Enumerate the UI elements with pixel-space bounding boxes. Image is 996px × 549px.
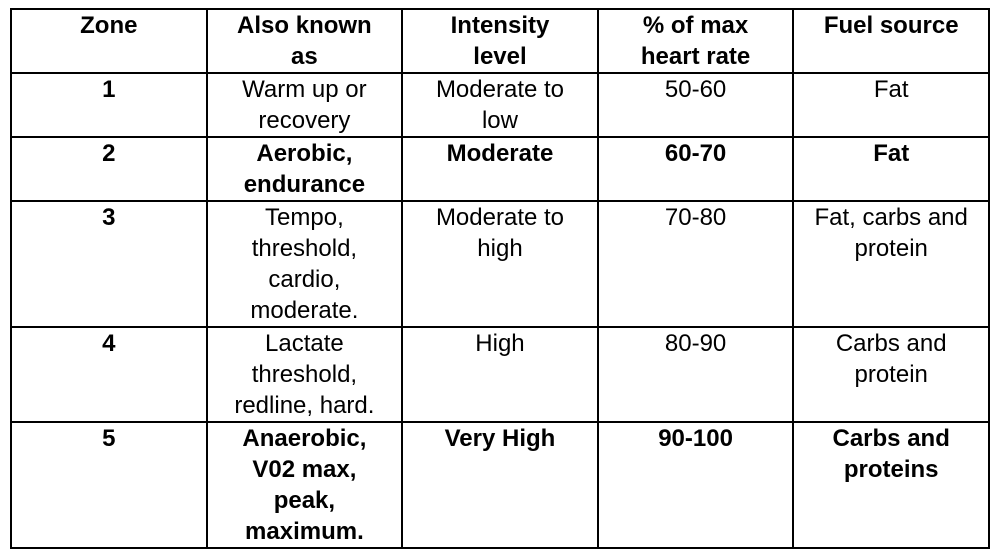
- table-cell: High: [401, 326, 599, 423]
- table-cell: Warm up or recovery: [205, 72, 404, 138]
- header-cell: % of max heart rate: [596, 8, 795, 74]
- table-cell: 60-70: [596, 136, 795, 202]
- table-cell: 50-60: [596, 72, 795, 138]
- table-cell: 70-80: [596, 200, 795, 328]
- table-row: 2 Aerobic, endurance Moderate 60-70 Fat: [10, 136, 990, 202]
- header-row: Zone Also known as Intensity level% of max…: [10, 8, 990, 74]
- table-cell: 4: [10, 326, 208, 423]
- table-cell: Moderate to low: [401, 72, 599, 138]
- header-cell: Also known as: [205, 8, 404, 74]
- table-cell: Fat, carbs and protein: [792, 200, 990, 328]
- table-cell: 1: [10, 72, 208, 138]
- table-cell: Carbs and protein: [792, 326, 990, 423]
- table-cell: Carbs and proteins: [792, 421, 990, 549]
- table-cell: 80-90: [596, 326, 795, 423]
- table-row: 4 Lactate threshold, redline, hard. High 80…: [10, 326, 990, 423]
- table-cell: 3: [10, 200, 208, 328]
- table-cell: Aerobic, endurance: [205, 136, 404, 202]
- table-row: 3 Tempo, threshold, cardio, moderate. Mode…: [10, 200, 990, 328]
- table-head: Zone Also known as Intensity level% of max…: [10, 8, 990, 74]
- header-cell: Fuel source: [792, 8, 990, 74]
- table-row: 1 Warm up or recovery Moderate to low 50-60…: [10, 72, 990, 138]
- table-cell: Fat: [792, 136, 990, 202]
- table-cell: Very High: [401, 421, 599, 549]
- table-cell: 90-100: [596, 421, 795, 549]
- table-cell: 5: [10, 421, 208, 549]
- table-cell: Anaerobic, V02 max, peak, maximum.: [205, 421, 404, 549]
- table-body: 1 Warm up or recovery Moderate to low 50-60…: [10, 72, 990, 549]
- table-cell: Moderate: [401, 136, 599, 202]
- table-cell: Lactate threshold, redline, hard.: [205, 326, 404, 423]
- header-cell: Zone: [10, 8, 208, 74]
- table-cell: Tempo, threshold, cardio, moderate.: [205, 200, 404, 328]
- table-cell: Moderate to high: [401, 200, 599, 328]
- header-cell: Intensity level: [401, 8, 599, 74]
- table-row: 5 Anaerobic, V02 max, peak, maximum. Very …: [10, 421, 990, 549]
- table-cell: 2: [10, 136, 208, 202]
- table-cell: Fat: [792, 72, 990, 138]
- heart-rate-zone-table: Zone Also known as Intensity level% of max…: [10, 8, 990, 549]
